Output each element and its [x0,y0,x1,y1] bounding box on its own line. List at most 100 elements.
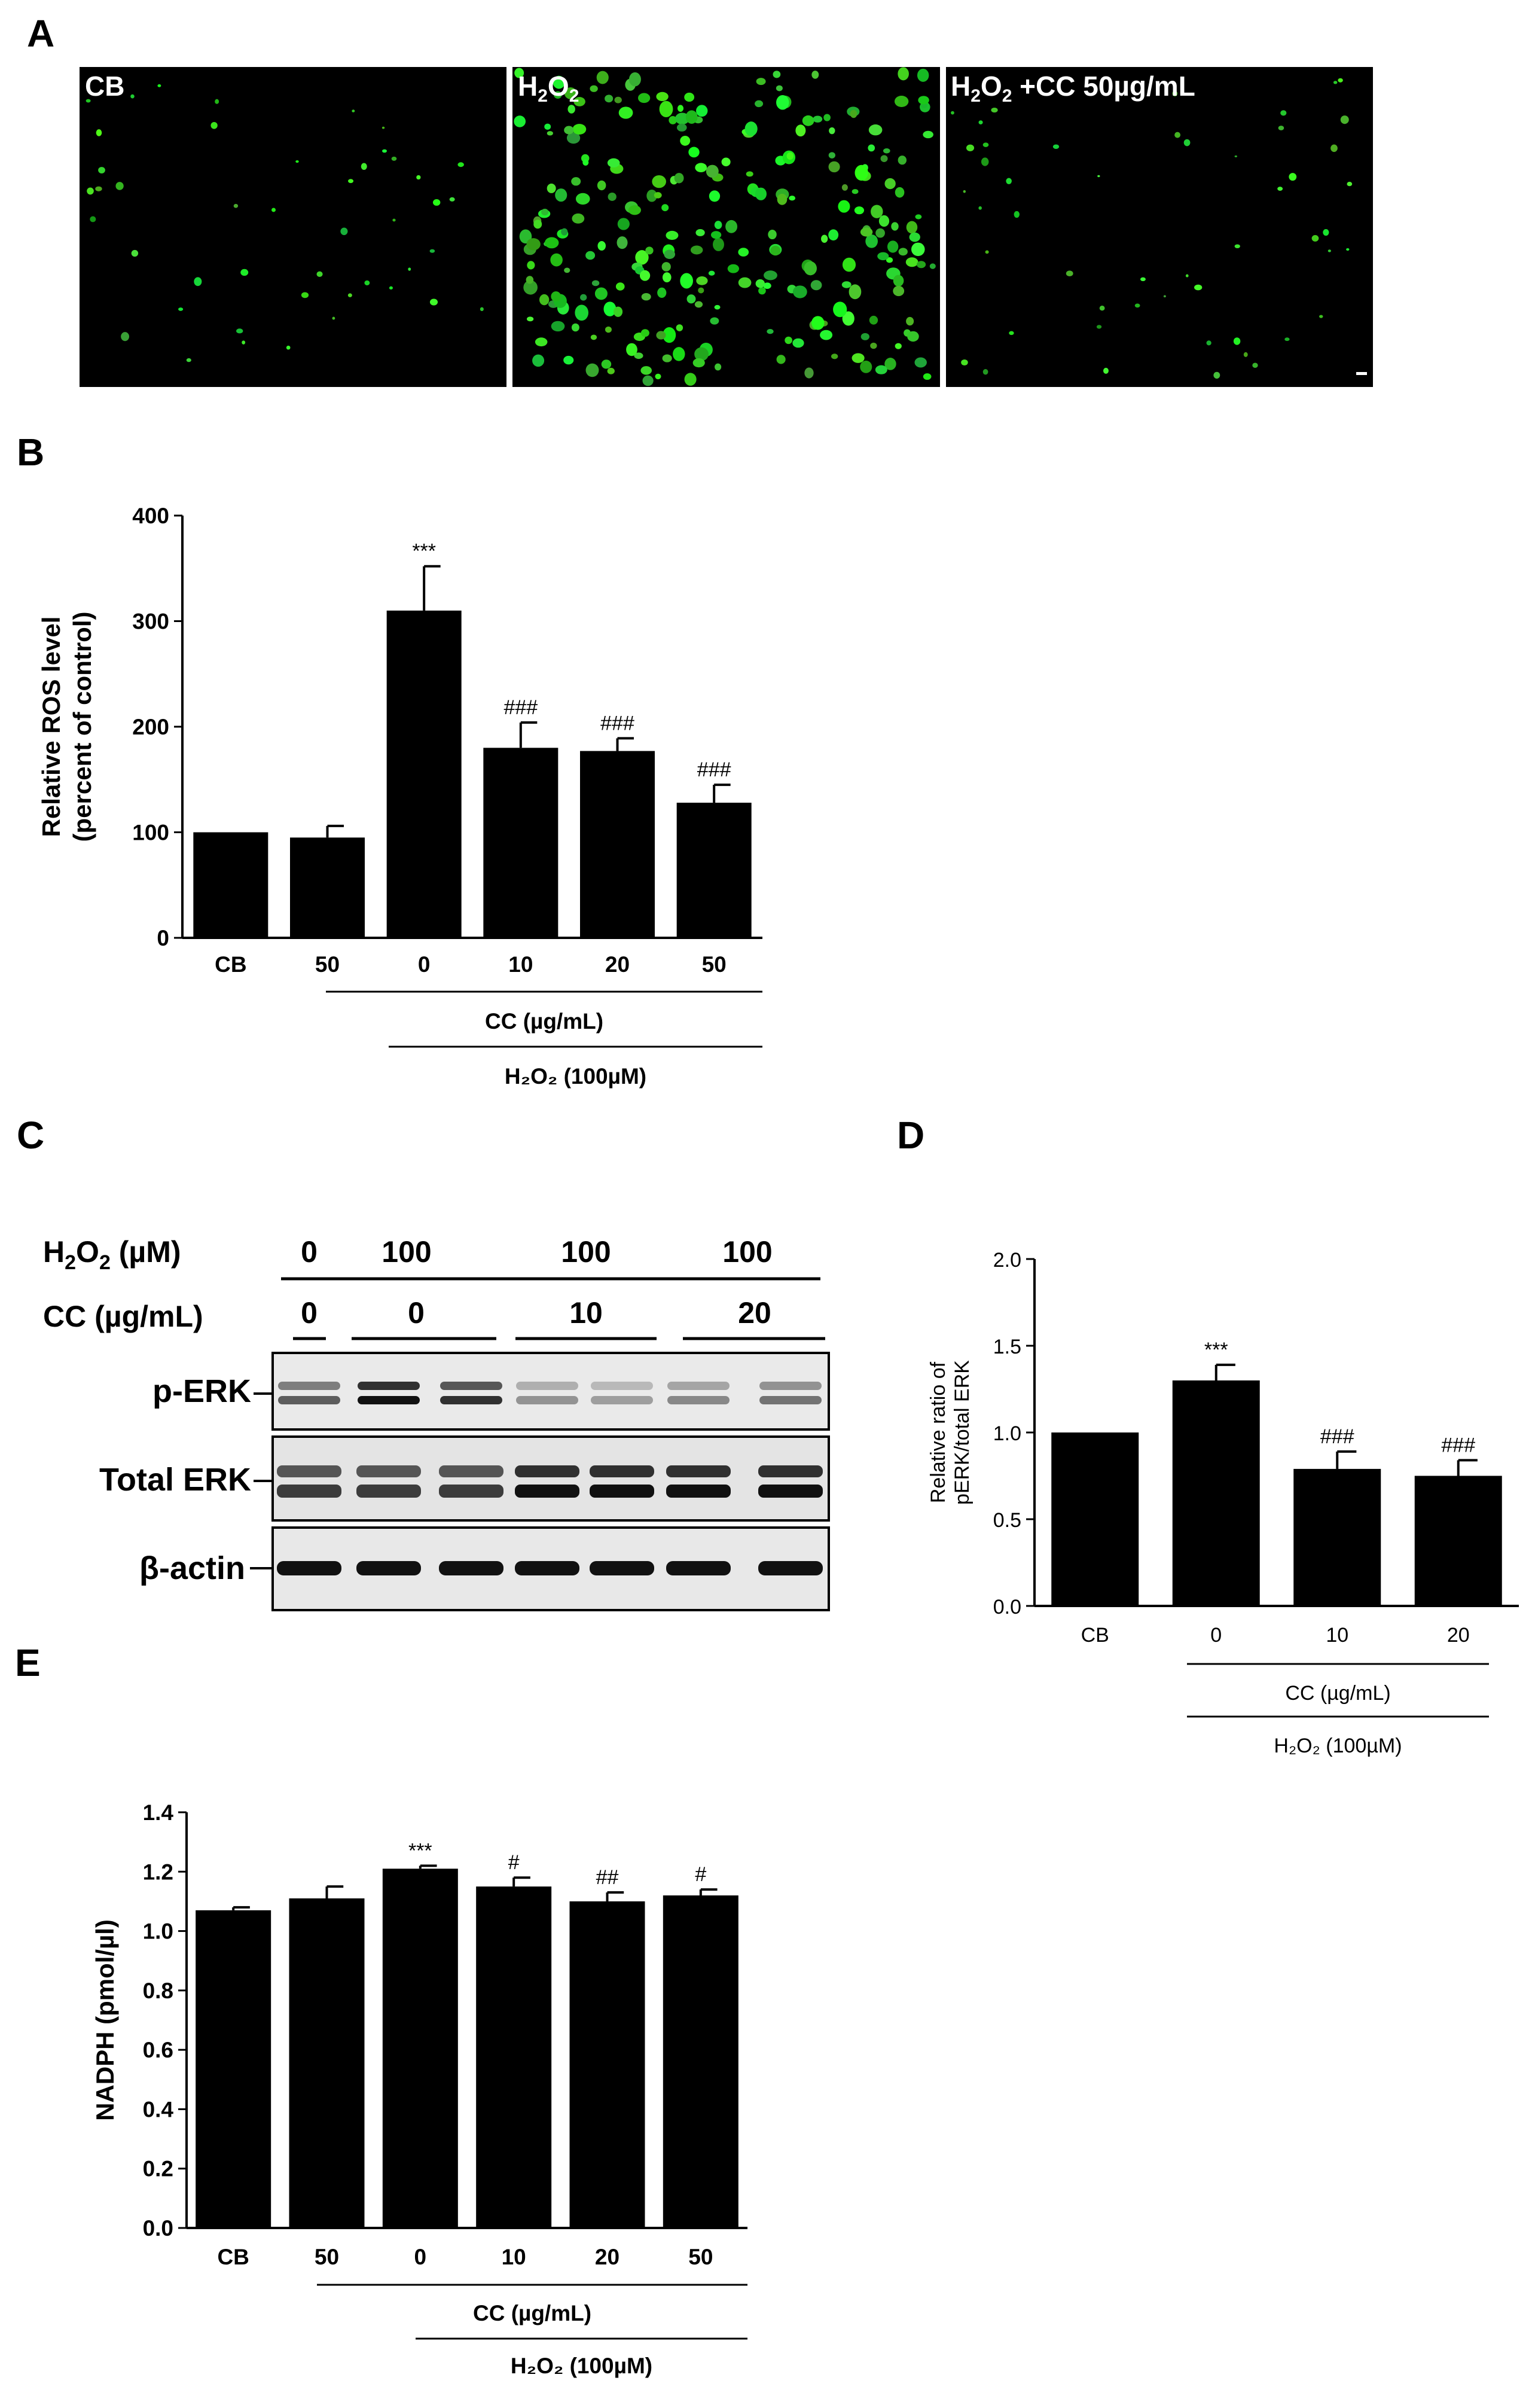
fluorescent-cell [963,190,966,193]
panel-letter-c: C [17,1114,44,1157]
fluorescent-cell [690,245,703,255]
fluorescent-cell [429,298,438,306]
fluorescent-cell [785,336,792,345]
fluorescent-cell [777,193,788,205]
fluorescent-cell [770,245,781,256]
fluorescent-cell [721,157,731,167]
bar [1414,1476,1502,1606]
x-tick-label: 0 [418,952,431,977]
fluorescent-cell [1206,340,1211,346]
fluorescent-cell [905,257,918,267]
fluorescent-cell [572,124,587,135]
y-tick-label: 1.0 [993,1422,1021,1445]
fluorescent-cell [1280,110,1287,116]
fluorescent-cell [694,301,703,308]
fluorescent-cell [695,229,705,236]
fluorescent-cell [978,206,982,210]
fluorescent-cell [628,205,641,215]
fluorescent-cell [514,115,526,127]
fluorescent-cell [1194,284,1203,291]
fluorescent-cell [898,67,909,81]
fluorescent-cell [852,189,859,194]
fluorescent-cell [618,106,633,119]
fluorescent-cell [1163,295,1166,298]
fluorescent-cell [645,246,654,255]
fluorescent-cell [526,316,534,322]
band-beta-actin [356,1561,421,1575]
fluorescent-cell [348,179,354,184]
band-total-erk-upper [356,1465,421,1477]
fluorescent-cell [613,306,623,317]
fluorescent-cell [1234,155,1237,157]
fluorescent-cell [590,85,598,92]
fluorescent-cell [695,163,707,173]
fluorescent-cell [178,307,184,311]
fluorescent-cell [688,147,700,158]
band-beta-actin [758,1561,823,1575]
y-axis-title: Relative ROS level [37,617,65,837]
fluorescent-cell [685,110,698,124]
fluorescent-cell [429,249,435,253]
fluorescent-cell [605,95,614,103]
fluorescent-cell [637,93,651,103]
band-beta-actin [277,1561,341,1575]
fluorescent-cell [842,311,854,326]
fluorescent-cell [1134,303,1140,308]
fluorescent-cell [594,287,608,300]
fluorescent-cell [692,358,705,368]
fluorescent-cell [865,234,878,248]
significance-label: ## [596,1866,619,1889]
fluorescent-cell [709,190,721,202]
fluorescent-cell [789,196,796,201]
fluorescent-cell [833,301,847,318]
fluorescent-cell [804,261,817,276]
fluorescent-cell [813,115,823,123]
fluorescent-cell [242,340,246,345]
fluorescent-cell [551,291,561,302]
group-label-h2o2: H₂O₂ (100µM) [511,2354,652,2378]
bar [580,751,655,938]
fluorescent-cell [893,275,904,287]
y-tick-label: 300 [132,609,169,634]
fluorescent-cell [96,129,102,136]
band-perk-lower [759,1396,822,1404]
band-perk-lower [278,1396,340,1404]
fluorescent-cell [811,316,825,330]
fluorescent-cell [1096,325,1102,329]
fluorescent-cell [566,132,581,144]
fluorescent-cell [755,187,767,200]
fluorescent-cell [614,96,622,103]
y-tick-label: 0.8 [143,1979,173,2003]
fluorescent-cell [727,264,740,273]
fluorescent-cell [871,205,883,218]
band-perk-lower [358,1396,420,1404]
fluorescent-cell [514,68,524,78]
fluorescent-cell [1097,175,1100,178]
fluorescent-cell [860,360,872,373]
fluorescent-cell [657,287,667,298]
wb-h2o2-value: 100 [382,1235,431,1269]
fluorescent-cell [95,186,102,191]
fluorescent-cell [725,220,738,233]
fluorescent-cell [823,114,831,121]
micrograph-h2o2: H2O2 [512,67,940,387]
fluorescent-cell [869,315,878,325]
band-perk-upper [358,1382,420,1390]
fluorescent-cell [1340,115,1349,124]
fluorescent-cell [831,353,838,359]
fluorescent-cell [684,92,695,102]
band-total-erk-upper [515,1465,579,1477]
wb-h2o2-label: H2O2 (µM) [43,1235,181,1274]
fluorescent-cell [605,326,612,333]
fluorescent-cell [1052,144,1060,150]
wb-cc-value: 0 [408,1296,425,1330]
fluorescent-cell [571,323,579,332]
fluorescent-cell [880,155,888,162]
fluorescent-cell [1330,144,1338,153]
fluorescent-cell [849,284,862,300]
significance-label: ### [1441,1434,1475,1456]
fluorescent-cell [713,237,724,251]
group-label-cc: CC (µg/mL) [1285,1682,1390,1705]
fluorescent-cell [661,262,671,272]
